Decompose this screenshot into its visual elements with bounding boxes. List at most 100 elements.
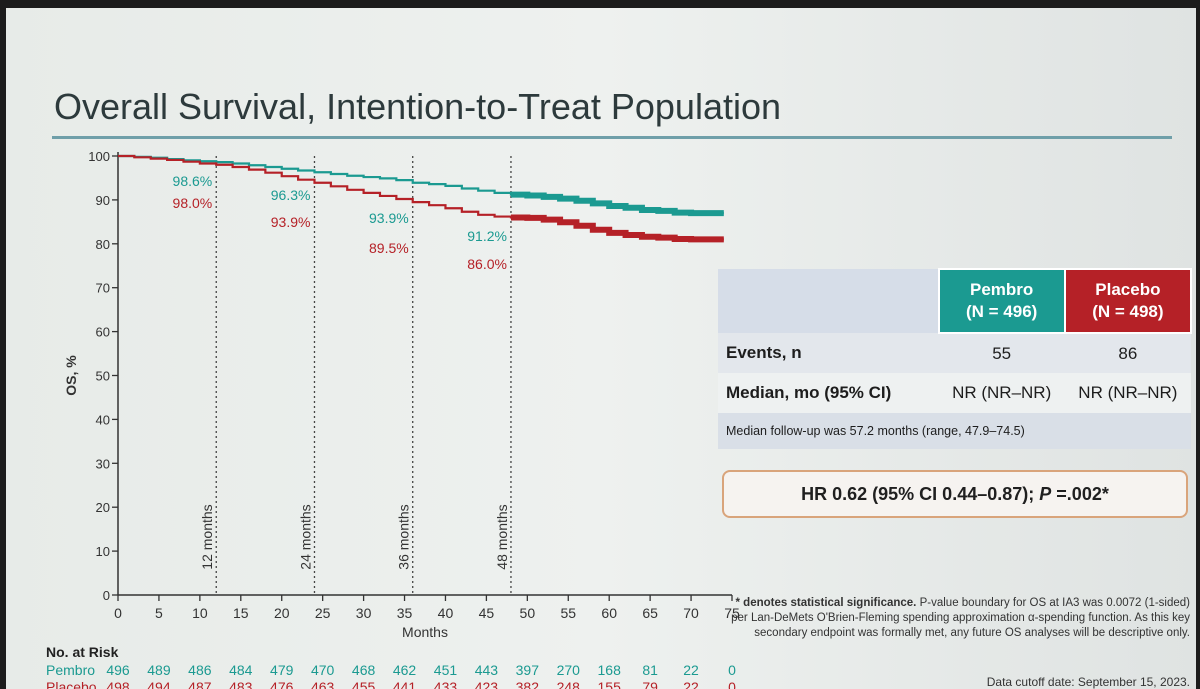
landmark-placebo-value: 89.5%: [369, 240, 409, 256]
y-tick-label: 10: [96, 544, 110, 559]
x-tick-label: 30: [356, 605, 372, 621]
events-label: Events, n: [718, 333, 939, 373]
hr-suffix: =.002*: [1056, 483, 1109, 504]
y-tick-label: 0: [103, 588, 110, 603]
hazard-ratio-box: HR 0.62 (95% CI 0.44–0.87); P =.002*: [722, 470, 1188, 518]
risk-value: 0: [728, 679, 736, 689]
y-tick-label: 80: [96, 237, 110, 252]
landmark-placebo-value: 93.9%: [271, 214, 311, 230]
landmark-pembro-value: 96.3%: [271, 187, 311, 203]
risk-value: 487: [188, 679, 212, 689]
y-tick-label: 50: [96, 369, 110, 384]
x-tick-label: 65: [642, 605, 658, 621]
placebo-header-label: Placebo: [1095, 280, 1161, 299]
risk-table-header: No. at Risk: [46, 644, 119, 660]
x-tick-label: 35: [397, 605, 413, 621]
hr-prefix: HR 0.62 (95% CI 0.44–0.87);: [801, 483, 1035, 504]
risk-value: 168: [598, 662, 622, 678]
slide-title: Overall Survival, Intention-to-Treat Pop…: [54, 86, 782, 127]
risk-value: 489: [147, 662, 171, 678]
risk-value: 479: [270, 662, 294, 678]
median-pembro: NR (NR–NR): [938, 373, 1065, 413]
y-tick-label: 30: [96, 456, 110, 471]
risk-value: 397: [516, 662, 540, 678]
risk-value: 22: [683, 679, 699, 689]
landmark-label: 24 months: [297, 504, 313, 569]
risk-value: 498: [106, 679, 130, 689]
pembro-curve-tail: [510, 191, 724, 217]
y-tick-label: 100: [88, 149, 110, 164]
risk-value: 433: [434, 679, 458, 689]
risk-value: 462: [393, 662, 417, 678]
x-tick-label: 15: [233, 605, 249, 621]
x-tick-label: 70: [683, 605, 699, 621]
risk-value: 463: [311, 679, 335, 689]
y-tick-label: 40: [96, 412, 110, 427]
slide: Overall Survival, Intention-to-Treat Pop…: [6, 8, 1196, 689]
risk-value: 455: [352, 679, 376, 689]
title-divider: [52, 136, 1172, 139]
km-chart: 0 10 20 30 40 50 60 70 80 90 100 0 5 10 15 20 25 30 35 40 45…: [46, 149, 740, 689]
risk-value: 470: [311, 662, 335, 678]
x-tick-label: 60: [601, 605, 617, 621]
landmark-pembro-value: 91.2%: [467, 228, 507, 244]
footnote-bold: * denotes statistical significance.: [735, 597, 917, 609]
risk-value: 441: [393, 679, 417, 689]
landmark-placebo-value: 86.0%: [467, 256, 507, 272]
risk-value: 0: [728, 662, 736, 678]
landmark-label: 36 months: [396, 504, 412, 569]
risk-value: 155: [598, 679, 622, 689]
x-tick-label: 25: [315, 605, 331, 621]
summary-header-blank: [718, 269, 939, 333]
landmark-pembro-value: 93.9%: [369, 210, 409, 226]
risk-row-label: Pembro: [46, 662, 95, 678]
events-placebo: 86: [1064, 333, 1191, 373]
risk-value: 496: [106, 662, 130, 678]
x-tick-label: 50: [520, 605, 536, 621]
risk-value: 270: [557, 662, 581, 678]
x-tick-label: 45: [479, 605, 495, 621]
risk-value: 423: [475, 679, 499, 689]
risk-value: 451: [434, 662, 458, 678]
x-tick-label: 10: [192, 605, 208, 621]
y-tick-label: 70: [96, 281, 110, 296]
risk-value: 468: [352, 662, 376, 678]
summary-table: Pembro (N = 496) Placebo (N = 498) Event…: [718, 268, 1193, 449]
risk-value: 476: [270, 679, 294, 689]
y-axis-label: OS, %: [63, 355, 79, 396]
median-placebo: NR (NR–NR): [1064, 373, 1191, 413]
footnote-text: P-value boundary for OS at IA3 was 0.007…: [731, 597, 1190, 639]
followup-note: Median follow-up was 57.2 months (range,…: [718, 413, 1191, 449]
x-tick-label: 55: [560, 605, 576, 621]
x-tick-label: 75: [724, 605, 740, 621]
risk-value: 483: [229, 679, 253, 689]
x-tick-label: 40: [438, 605, 454, 621]
landmark-placebo-value: 98.0%: [173, 195, 213, 211]
placebo-n-label: (N = 498): [1092, 302, 1164, 321]
x-tick-label: 0: [114, 605, 122, 621]
y-tick-label: 60: [96, 325, 110, 340]
risk-value: 484: [229, 662, 253, 678]
landmark-label: 48 months: [494, 504, 510, 569]
y-tick-label: 20: [96, 500, 110, 515]
pembro-n-label: (N = 496): [965, 302, 1038, 321]
risk-value: 382: [516, 679, 540, 689]
summary-header-pembro: Pembro (N = 496): [937, 268, 1066, 334]
landmark-label: 12 months: [199, 504, 215, 569]
risk-value: 248: [557, 679, 581, 689]
median-label: Median, mo (95% CI): [718, 373, 939, 413]
risk-value: 81: [642, 662, 658, 678]
events-pembro: 55: [938, 333, 1065, 373]
summary-header-placebo: Placebo (N = 498): [1063, 268, 1193, 334]
placebo-curve-tail: [510, 214, 724, 243]
risk-value: 494: [147, 679, 171, 689]
risk-value: 486: [188, 662, 212, 678]
x-tick-label: 5: [155, 605, 163, 621]
pembro-header-label: Pembro: [970, 280, 1034, 299]
risk-value: 79: [642, 679, 658, 689]
risk-value: 443: [475, 662, 499, 678]
hr-p-symbol: P: [1039, 483, 1052, 504]
risk-value: 22: [683, 662, 699, 678]
risk-row-label: Placebo: [46, 679, 97, 689]
x-tick-label: 20: [274, 605, 290, 621]
